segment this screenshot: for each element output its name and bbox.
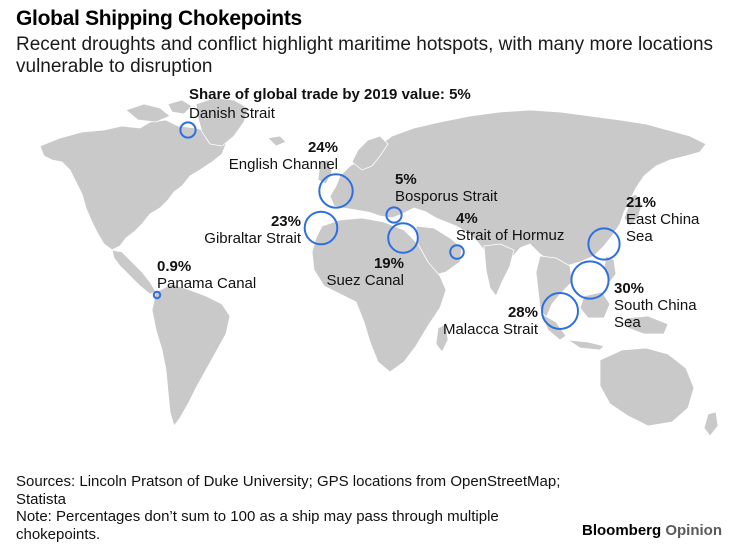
iceland (267, 135, 287, 147)
bubble-gibraltar-strait (303, 210, 339, 246)
name-south-china-sea-line1: South China (614, 297, 697, 314)
pct-suez-canal: 19% (373, 255, 404, 272)
name-bosporus-strait: Bosporus Strait (395, 188, 498, 205)
madagascar (435, 323, 449, 353)
label-south-china-sea: 30% South China Sea (614, 280, 697, 331)
chart-subtitle: Recent droughts and conflict highlight m… (16, 34, 714, 77)
bubble-danish-strait (179, 121, 197, 139)
name-malacca-strait: Malacca Strait (442, 321, 538, 338)
bubble-east-china-sea (587, 227, 621, 261)
pct-malacca-strait: 28% (507, 304, 538, 321)
sources-note: Sources: Lincoln Pratson of Duke Univers… (16, 473, 576, 543)
bloomberg-opinion-logo: Bloomberg Opinion (582, 522, 722, 539)
pct-panama-canal: 0.9% (157, 258, 192, 275)
british-isles (317, 159, 333, 185)
land-masses (39, 97, 719, 437)
south-america (151, 283, 231, 427)
borneo (579, 291, 611, 319)
name-gibraltar-strait: Gibraltar Strait (204, 230, 301, 247)
name-east-china-sea-line2: Sea (626, 228, 653, 245)
java (567, 339, 605, 351)
name-danish-strait: Danish Strait (189, 105, 275, 122)
india (483, 243, 515, 297)
new-zealand (703, 411, 719, 437)
africa (311, 217, 447, 373)
label-english-channel: 24% English Channel (210, 139, 338, 173)
note-text: Note: Percentages don’t sum to 100 as a … (16, 508, 499, 543)
bubble-malacca-strait (541, 292, 579, 330)
brand-section: Opinion (665, 522, 722, 539)
bubble-bosporus-strait (385, 206, 403, 224)
pct-east-china-sea: 21% (626, 194, 657, 211)
legend-heading: Share of global trade by 2019 value: 5% (189, 86, 471, 103)
sources-text: Sources: Lincoln Pratson of Duke Univers… (16, 473, 561, 508)
label-bosporus-strait: 5% Bosporus Strait (395, 171, 498, 205)
pct-south-china-sea: 30% (614, 280, 645, 297)
pct-gibraltar-strait: 23% (270, 213, 301, 230)
chart-title: Global Shipping Chokepoints (16, 7, 302, 30)
name-south-china-sea-line2: Sea (614, 314, 641, 331)
label-east-china-sea: 21% East China Sea (626, 194, 699, 245)
label-danish-strait: Danish Strait (189, 105, 275, 122)
central-america (111, 249, 157, 295)
north-america (39, 119, 227, 251)
name-strait-of-hormuz: Strait of Hormuz (456, 227, 565, 244)
japan (623, 193, 643, 227)
bubble-strait-of-hormuz (449, 244, 465, 260)
name-panama-canal: Panama Canal (157, 275, 257, 292)
name-suez-canal: Suez Canal (326, 272, 404, 289)
bubble-english-channel (318, 173, 354, 209)
greenland (195, 97, 249, 147)
bubble-south-china-sea (570, 260, 610, 300)
label-panama-canal: 0.9% Panama Canal (157, 258, 256, 292)
australia (599, 347, 695, 427)
new-guinea (625, 315, 669, 335)
arctic-islands (125, 103, 171, 123)
label-malacca-strait: 28% Malacca Strait (420, 304, 538, 338)
label-suez-canal: 19% Suez Canal (300, 255, 404, 289)
scandinavia (351, 135, 389, 171)
label-strait-of-hormuz: 4% Strait of Hormuz (456, 210, 564, 244)
pct-english-channel: 24% (307, 139, 338, 156)
eurasia (329, 109, 707, 269)
brand-name: Bloomberg (582, 522, 662, 539)
label-gibraltar-strait: 23% Gibraltar Strait (186, 213, 301, 247)
pct-bosporus-strait: 5% (395, 171, 417, 188)
name-english-channel: English Channel (228, 156, 338, 173)
arctic-islands-2 (167, 99, 193, 115)
bubble-suez-canal (387, 222, 419, 254)
name-east-china-sea-line1: East China (626, 211, 700, 228)
pct-strait-of-hormuz: 4% (456, 210, 478, 227)
bubble-panama-canal (152, 290, 162, 300)
